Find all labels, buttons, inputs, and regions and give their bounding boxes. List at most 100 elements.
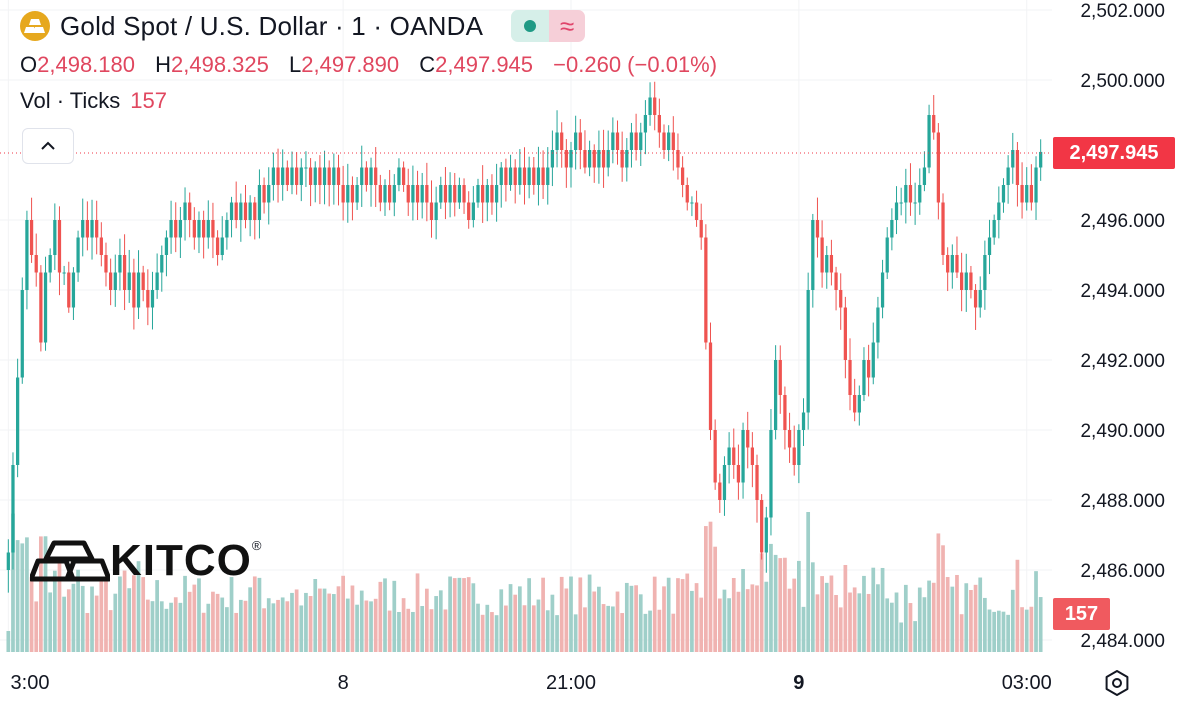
volume-bar <box>913 621 917 652</box>
volume-bar <box>741 568 745 652</box>
volume-bar <box>206 603 211 652</box>
volume-bar <box>411 611 415 652</box>
candle-body <box>569 150 573 168</box>
candle-body <box>169 220 173 238</box>
volume-bar <box>66 589 71 652</box>
candle-body <box>518 167 522 185</box>
volume-bar <box>1029 606 1034 652</box>
change-value: −0.260 (−0.01%) <box>553 52 718 77</box>
candle-body <box>206 220 210 238</box>
volume-bar <box>550 594 555 652</box>
volume-bar <box>424 588 429 652</box>
market-open-dot-icon <box>511 10 550 42</box>
volume-bar <box>94 595 99 652</box>
candle-body <box>332 167 336 185</box>
collapse-legend-button[interactable] <box>22 128 74 164</box>
volume-bar <box>350 585 355 652</box>
candle-body <box>983 255 987 290</box>
volume-bar <box>666 577 671 652</box>
candle-body <box>318 167 322 185</box>
candle-body <box>62 272 66 274</box>
volume-bar <box>1001 611 1006 652</box>
candle-body <box>415 185 420 203</box>
ohlc-values: O2,498.180 H2,498.325 L2,497.890 C2,497.… <box>20 52 731 78</box>
volume-bar <box>225 607 229 652</box>
volume-bar <box>690 590 694 652</box>
candle-body <box>969 272 973 290</box>
volume-bar <box>85 612 90 652</box>
candle-body <box>248 202 252 220</box>
volume-bar <box>145 599 150 652</box>
symbol-title[interactable]: Gold Spot / U.S. Dollar · 1 · OANDA <box>60 10 484 41</box>
candle-body <box>276 167 280 185</box>
volume-value: 157 <box>130 88 167 113</box>
candle-body <box>197 220 201 238</box>
candle-body <box>773 360 778 430</box>
symbol-legend[interactable]: Gold Spot / U.S. Dollar · 1 · OANDA ≈ <box>20 8 586 44</box>
candle-body <box>346 185 350 203</box>
candle-body <box>43 272 48 343</box>
volume-bar <box>252 576 257 652</box>
volume-bar <box>290 592 294 652</box>
candle-body <box>829 255 834 273</box>
candle-body <box>76 237 80 273</box>
candle-body <box>815 220 820 238</box>
volume-bar <box>299 605 304 652</box>
candle-body <box>202 220 206 238</box>
volume-bar <box>899 622 904 652</box>
candle-body <box>215 237 220 255</box>
volume-bar <box>401 598 406 652</box>
volume-bar <box>173 597 178 652</box>
volume-bar <box>555 615 559 652</box>
volume-bar <box>159 601 164 652</box>
candle-body <box>736 465 741 483</box>
candle-body <box>764 517 768 553</box>
candle-body <box>411 185 415 203</box>
volume-bar <box>838 607 843 652</box>
candle-body <box>899 202 903 204</box>
candle-body <box>801 412 806 430</box>
volume-bar <box>141 577 146 652</box>
volume-legend[interactable]: Vol · Ticks 157 <box>20 88 167 114</box>
candle-body <box>560 132 564 150</box>
candle-body <box>15 377 20 465</box>
chart-settings-button[interactable] <box>1100 666 1134 700</box>
volume-bar <box>234 612 239 652</box>
candle-body <box>541 167 545 185</box>
volume-bar <box>1024 609 1029 652</box>
time-tick-label: 03:00 <box>1002 672 1052 694</box>
candle-body <box>434 202 438 220</box>
volume-bar <box>685 573 690 652</box>
candle-body <box>769 430 773 518</box>
price-axis[interactable]: 2,502.000 2,500.000 2,496.000 2,494.000 2,49… <box>1080 1 1165 652</box>
time-tick-label: 9 <box>793 672 804 694</box>
candle-body <box>778 360 782 395</box>
volume-bar <box>452 578 457 652</box>
volume-bar <box>62 596 66 652</box>
approx-icon: ≈ <box>549 10 586 42</box>
candle-body <box>1029 185 1034 203</box>
candle-body <box>299 167 303 185</box>
candle-body <box>234 202 238 220</box>
volume-bar <box>885 598 890 652</box>
candle-body <box>871 342 875 378</box>
volume-bar <box>122 570 127 652</box>
price-tick-label: 2,496.000 <box>1080 211 1165 232</box>
candle-body <box>629 132 634 150</box>
candle-body <box>964 272 968 290</box>
volume-bar <box>597 586 601 652</box>
candle-body <box>308 167 313 185</box>
candle-body <box>913 202 917 204</box>
candle-body <box>866 360 871 378</box>
candle-body <box>825 255 829 273</box>
candle-body <box>90 220 94 238</box>
price-tick-label: 2,490.000 <box>1080 421 1165 442</box>
market-status-pill[interactable]: ≈ <box>511 10 586 42</box>
volume-bar <box>201 612 206 652</box>
candle-body <box>834 272 838 290</box>
volume-bar <box>187 591 192 652</box>
candle-body <box>48 255 52 273</box>
